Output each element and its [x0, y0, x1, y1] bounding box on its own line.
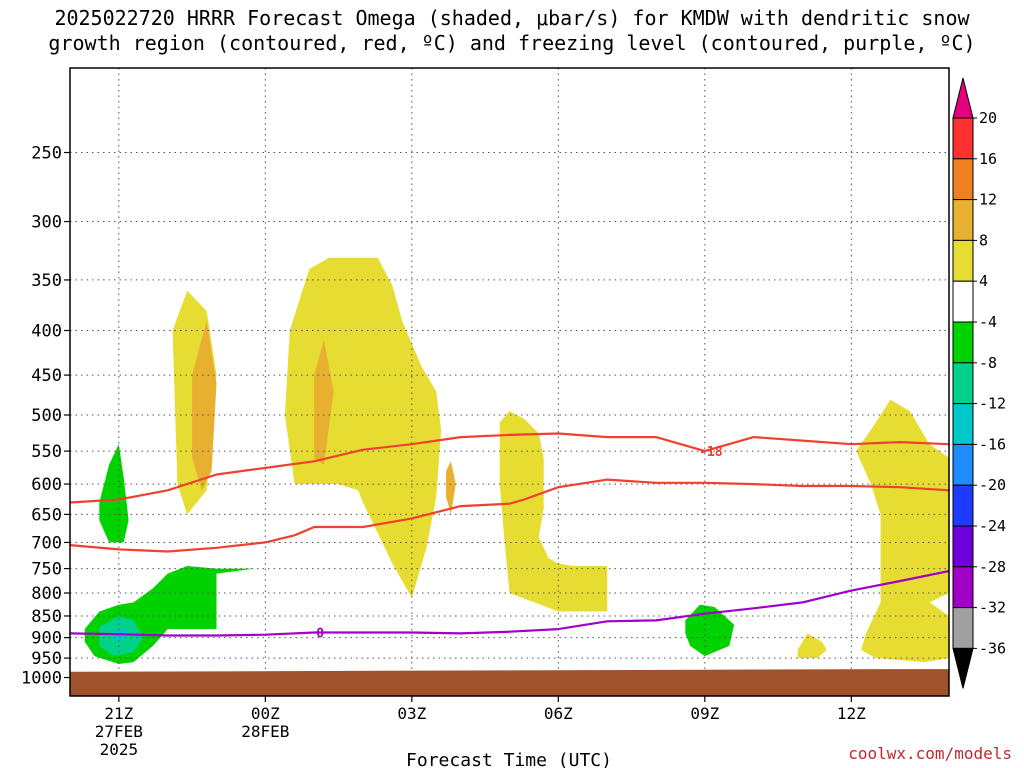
- x-tick-label-09Z: 09Z: [690, 704, 719, 723]
- colorbar-swatch-3: [952, 239, 974, 282]
- omega-region-8: [99, 444, 129, 543]
- y-tick-label-650: 650: [31, 505, 62, 525]
- y-tick-label-500: 500: [31, 406, 62, 426]
- y-tick-label-850: 850: [31, 607, 62, 627]
- colorbar: 20 16 12 8 4 -4 -8 -12 -16 -20 -24 -28 -32 -36: [952, 77, 1006, 689]
- title-line-1: 2025022720 HRRR Forecast Omega (shaded, …: [54, 6, 970, 30]
- colorbar-swatch-12: [952, 607, 974, 649]
- colorbar-top-arrow: [952, 77, 974, 119]
- chart-title: 2025022720 HRRR Forecast Omega (shaded, …: [0, 6, 1024, 56]
- colorbar-swatch-7: [952, 403, 974, 445]
- x-tick-date-21Z: 27FEB: [95, 722, 143, 741]
- contour-neg12: [69, 478, 950, 553]
- colorbar-swatch-6: [952, 362, 974, 405]
- title-line-2: growth region (contoured, red, ºC) and f…: [48, 31, 976, 55]
- y-tick-label-250: 250: [31, 144, 62, 164]
- colorbar-label-7: -12: [979, 395, 1006, 413]
- colorbar-swatch-8: [952, 443, 974, 486]
- colorbar-label-8: -16: [979, 435, 1006, 453]
- colorbar-swatch-9: [952, 484, 974, 527]
- omega-region-6: [856, 399, 949, 663]
- contour-label-2: 0: [316, 627, 324, 642]
- y-tick-label-600: 600: [31, 475, 62, 495]
- omega-region-3: [314, 339, 334, 465]
- y-tick-label-700: 700: [31, 533, 62, 553]
- colorbar-swatch-2: [952, 199, 974, 241]
- x-axis-label: Forecast Time (UTC): [406, 750, 612, 768]
- contour-label-0: -18: [699, 445, 723, 460]
- y-tick-label-1000: 1000: [21, 669, 62, 689]
- x-tick-date-00Z: 28FEB: [241, 722, 289, 741]
- colorbar-label-0: 20: [979, 109, 997, 127]
- x-tick-label-06Z: 06Z: [544, 704, 573, 723]
- omega-region-5: [499, 411, 608, 612]
- plot-area: -18 0: [69, 67, 950, 697]
- ground-below-surface: [70, 669, 949, 696]
- colorbar-label-4: 4: [979, 272, 988, 290]
- y-tick-label-800: 800: [31, 584, 62, 604]
- y-tick-label-300: 300: [31, 213, 62, 233]
- colorbar-label-10: -24: [979, 517, 1006, 535]
- colorbar-swatch-10: [952, 525, 974, 568]
- colorbar-bottom-arrow: [952, 647, 974, 689]
- y-tick-label-750: 750: [31, 560, 62, 580]
- x-tick-label-03Z: 03Z: [397, 704, 426, 723]
- colorbar-swatch-1: [952, 158, 974, 201]
- plot-frame: [69, 67, 950, 697]
- x-tick-label-00Z: 00Z: [251, 704, 280, 723]
- omega-region-1: [192, 320, 217, 491]
- colorbar-label-11: -28: [979, 558, 1006, 576]
- omega-region-4: [446, 461, 456, 515]
- pressure-axis: 2503003504004505005506006507007508008509…: [21, 144, 70, 689]
- contour-neg18: [69, 432, 950, 504]
- x-tick-label-21Z: 21Z: [104, 704, 133, 723]
- colorbar-swatch-11: [952, 566, 974, 609]
- x-tick-label-12Z: 12Z: [837, 704, 866, 723]
- contour-0: [69, 570, 950, 637]
- x-tick-year-21Z: 2025: [100, 740, 139, 759]
- colorbar-label-9: -20: [979, 476, 1006, 494]
- y-tick-label-450: 450: [31, 366, 62, 386]
- y-tick-label-550: 550: [31, 442, 62, 462]
- y-tick-label-350: 350: [31, 271, 62, 291]
- ground-fill: [70, 669, 949, 696]
- colorbar-label-12: -32: [979, 599, 1006, 617]
- colorbar-label-5: -4: [979, 313, 997, 331]
- colorbar-label-1: 16: [979, 150, 997, 168]
- y-tick-label-400: 400: [31, 322, 62, 342]
- omega-region-7: [797, 633, 827, 659]
- omega-region-12: [685, 604, 735, 657]
- colorbar-label-6: -8: [979, 354, 997, 372]
- y-tick-label-900: 900: [31, 629, 62, 649]
- colorbar-swatch-5: [952, 321, 974, 364]
- colorbar-label-13: -36: [979, 639, 1006, 657]
- credit-link[interactable]: coolwx.com/models: [848, 744, 1012, 763]
- y-tick-label-950: 950: [31, 649, 62, 669]
- colorbar-swatch-4: [952, 280, 974, 323]
- contour-lines: -18 0: [69, 432, 950, 642]
- colorbar-swatch-0: [952, 117, 974, 160]
- colorbar-label-3: 8: [979, 231, 988, 249]
- colorbar-label-2: 12: [979, 191, 997, 209]
- omega-shading: [84, 257, 949, 664]
